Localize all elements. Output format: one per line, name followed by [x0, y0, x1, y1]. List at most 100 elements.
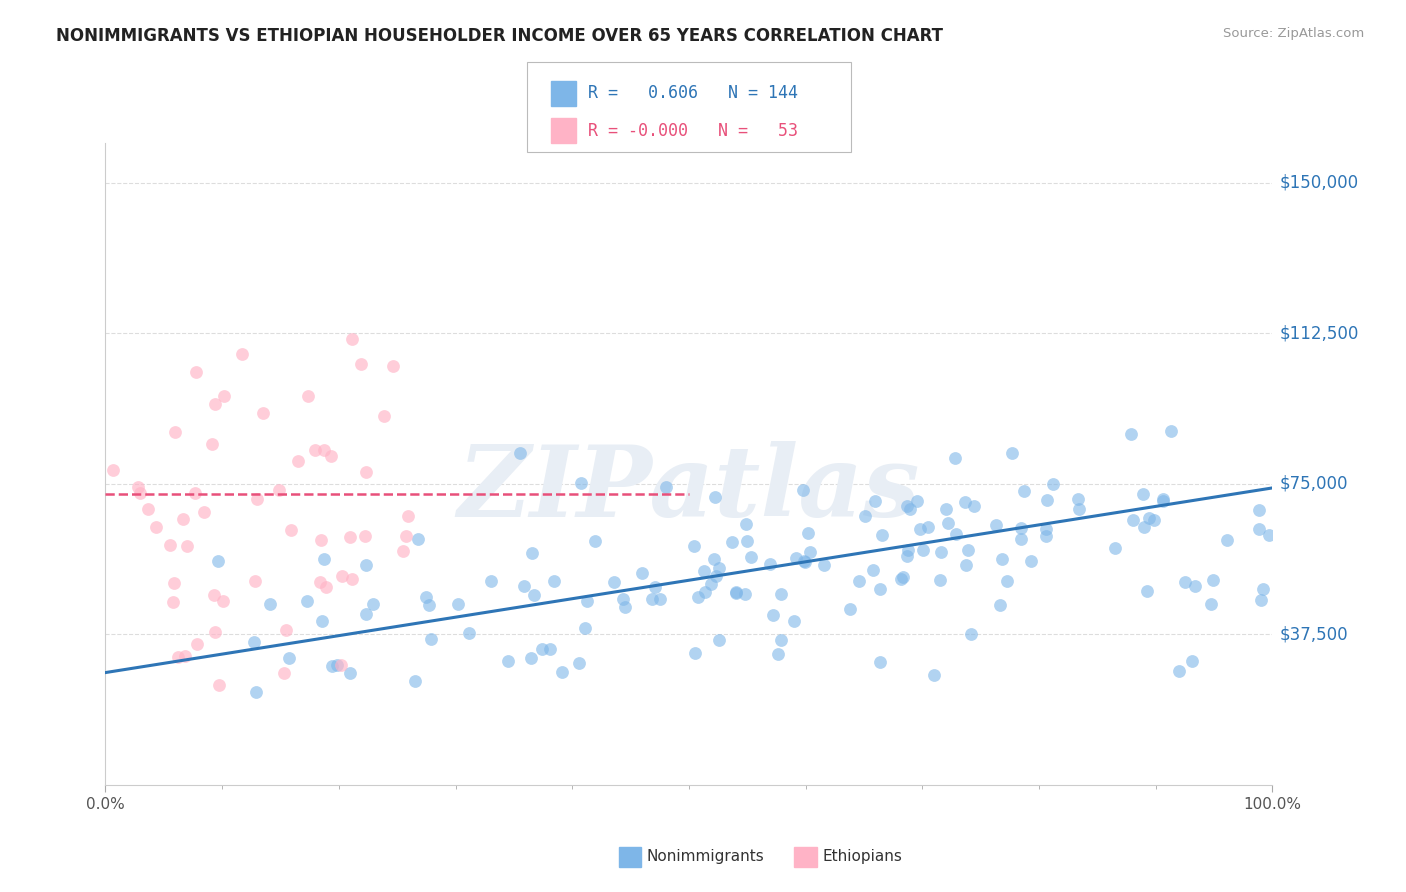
Text: R = -0.000   N =   53: R = -0.000 N = 53: [588, 122, 797, 140]
Point: [509, 445, 531, 459]
Point: [955, 558, 977, 572]
Point: [1251, 582, 1274, 596]
Point: [186, 637, 208, 651]
Point: [314, 442, 336, 457]
Point: [354, 528, 377, 542]
Point: [252, 406, 274, 420]
Point: [243, 635, 266, 649]
Point: [1201, 597, 1223, 611]
Point: [520, 651, 543, 665]
Point: [891, 570, 914, 584]
Point: [1257, 528, 1279, 542]
Point: [543, 574, 565, 588]
Point: [929, 573, 952, 587]
Text: Ethiopians: Ethiopians: [823, 849, 903, 863]
Point: [523, 588, 546, 602]
Point: [896, 500, 918, 514]
Point: [796, 525, 818, 540]
Point: [136, 502, 159, 516]
Point: [396, 508, 419, 523]
Point: [269, 483, 291, 497]
Point: [278, 650, 301, 665]
Point: [1104, 541, 1126, 556]
Point: [418, 598, 440, 612]
Point: [766, 648, 789, 662]
Point: [863, 494, 886, 508]
Point: [1010, 532, 1032, 546]
Point: [479, 574, 502, 589]
Point: [721, 535, 744, 549]
Point: [280, 523, 302, 537]
Point: [496, 654, 519, 668]
Point: [184, 365, 207, 379]
Point: [709, 561, 731, 575]
Point: [204, 625, 226, 640]
Point: [707, 633, 730, 648]
Point: [314, 551, 336, 566]
Point: [172, 512, 194, 526]
Point: [339, 530, 361, 544]
Point: [641, 591, 664, 606]
Point: [287, 453, 309, 467]
Text: ZIPatlas: ZIPatlas: [458, 442, 920, 538]
Point: [683, 540, 706, 554]
Point: [770, 587, 793, 601]
Point: [202, 588, 225, 602]
Point: [614, 599, 637, 614]
Point: [512, 579, 534, 593]
Point: [1132, 520, 1154, 534]
Point: [330, 569, 353, 583]
Point: [350, 357, 373, 371]
Point: [406, 532, 429, 546]
Text: $112,500: $112,500: [1279, 325, 1358, 343]
Point: [693, 585, 716, 599]
Point: [1184, 579, 1206, 593]
Point: [945, 527, 967, 541]
Point: [1174, 574, 1197, 589]
Point: [315, 581, 337, 595]
Point: [1167, 665, 1189, 679]
Point: [1250, 593, 1272, 607]
Point: [1012, 484, 1035, 499]
Point: [326, 657, 349, 672]
Point: [917, 520, 939, 534]
Point: [342, 332, 364, 346]
Point: [295, 594, 318, 608]
Point: [1035, 529, 1057, 543]
Point: [1142, 513, 1164, 527]
Point: [631, 566, 654, 580]
Point: [799, 545, 821, 559]
Point: [650, 592, 672, 607]
Point: [1160, 424, 1182, 438]
Point: [1247, 503, 1270, 517]
Point: [793, 554, 815, 568]
Point: [1152, 492, 1174, 507]
Point: [855, 508, 877, 523]
Point: [794, 555, 817, 569]
Point: [862, 563, 884, 577]
Point: [309, 533, 332, 547]
Point: [1132, 487, 1154, 501]
Point: [162, 595, 184, 609]
Point: [163, 425, 186, 439]
Point: [1001, 446, 1024, 460]
Point: [520, 546, 543, 560]
Point: [734, 587, 756, 601]
Point: [382, 359, 405, 373]
Point: [1136, 584, 1159, 599]
Point: [839, 602, 862, 616]
Point: [569, 475, 592, 490]
Point: [912, 542, 935, 557]
Point: [693, 564, 716, 578]
Point: [243, 574, 266, 588]
Point: [373, 409, 395, 423]
Point: [392, 544, 415, 558]
Point: [905, 493, 928, 508]
Point: [943, 450, 966, 465]
Point: [1069, 502, 1091, 516]
Point: [531, 641, 554, 656]
Point: [354, 465, 377, 479]
Point: [935, 501, 957, 516]
Point: [356, 607, 378, 621]
Point: [395, 529, 418, 543]
